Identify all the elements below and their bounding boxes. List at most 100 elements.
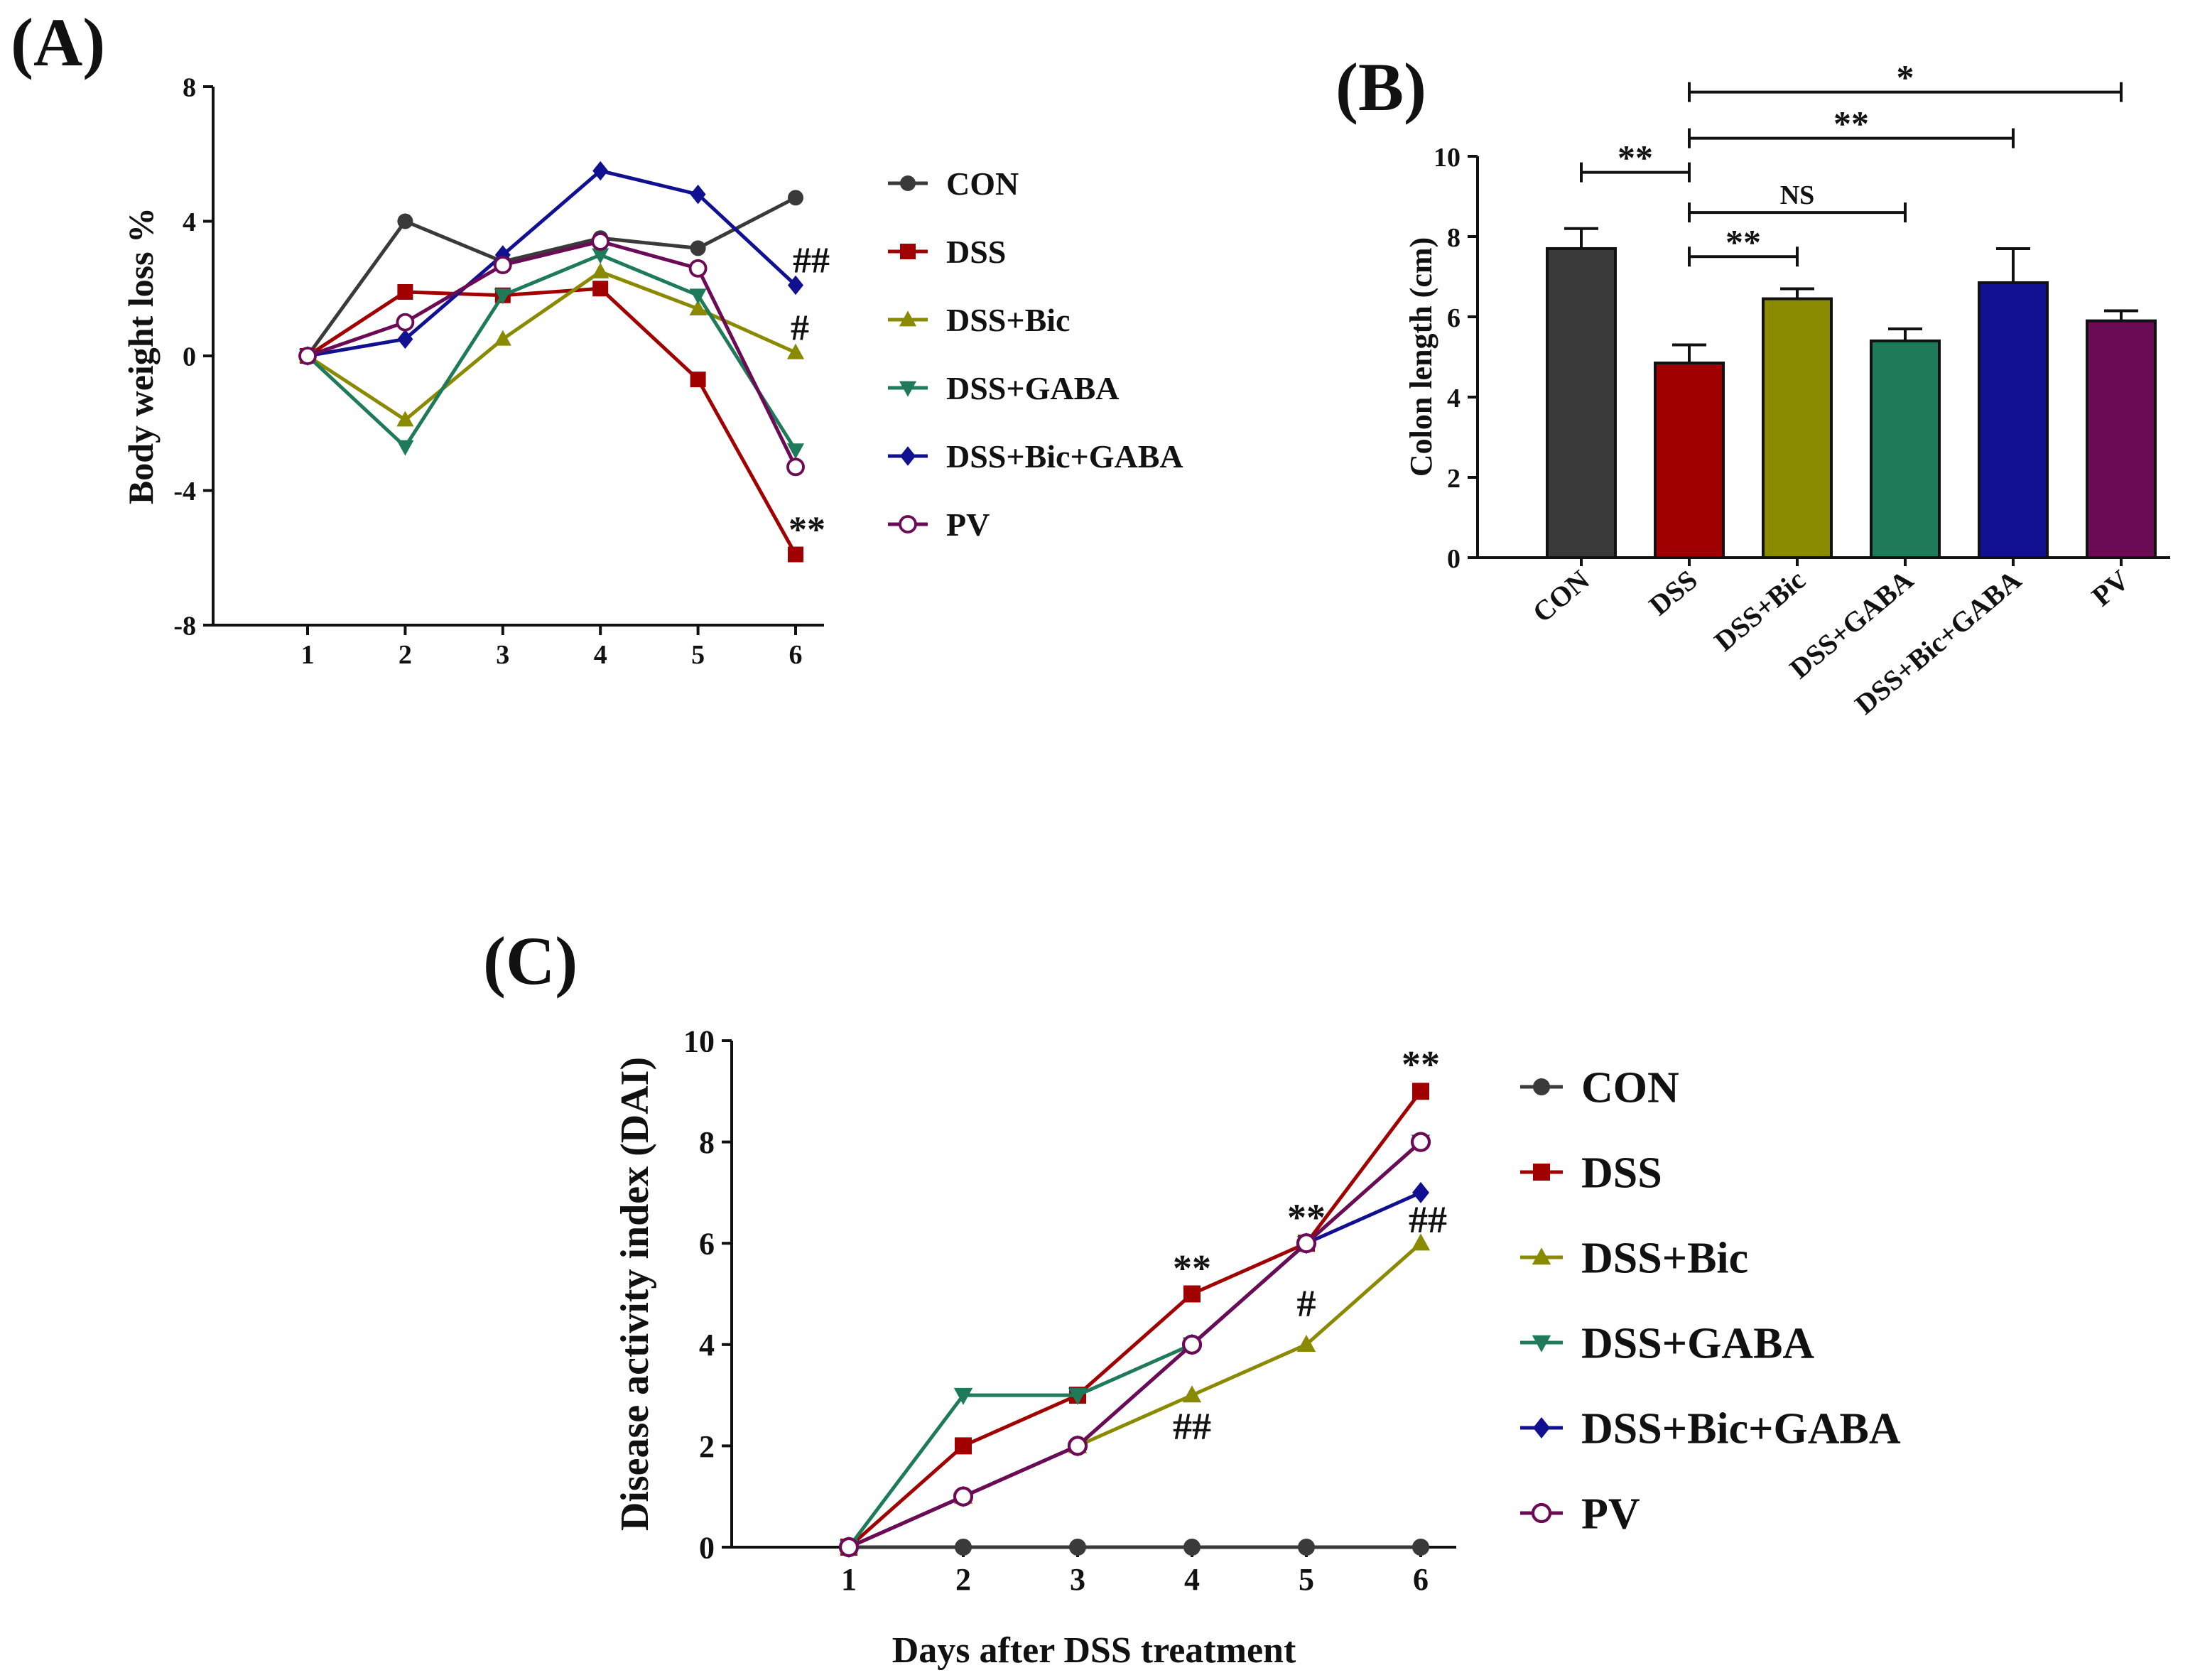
data-point — [1182, 1385, 1202, 1403]
y-tick-label: 0 — [1447, 544, 1461, 574]
y-tick-label: 6 — [1447, 303, 1461, 333]
significance-label: * — [1897, 58, 1914, 97]
bar-DSS+Bic+GABA — [1978, 281, 2049, 559]
data-point — [1181, 1334, 1203, 1355]
data-point — [786, 343, 805, 359]
data-point — [592, 281, 609, 297]
panel-label: (C) — [483, 923, 578, 999]
series-CON — [840, 1539, 1429, 1556]
legend-label: DSS+Bic — [946, 302, 1070, 338]
data-point — [955, 1539, 972, 1556]
y-tick-label: 4 — [699, 1328, 715, 1362]
y-tick-label: 2 — [699, 1429, 715, 1464]
data-point — [788, 190, 803, 206]
y-tick-label: 10 — [1434, 143, 1461, 173]
data-point — [788, 275, 803, 296]
legend-marker — [900, 175, 916, 191]
annotation: ## — [793, 241, 830, 281]
panel-1: (B) 0 2 4 6 8 10 Colon length (cm) CON DSS DSS+Bic… — [1335, 49, 2170, 720]
data-point — [1296, 1233, 1317, 1254]
data-point — [397, 213, 413, 229]
series-line — [847, 1140, 1422, 1549]
x-tick-label: CON — [1527, 563, 1595, 629]
data-point — [1411, 1233, 1431, 1251]
y-tick-label: 0 — [699, 1530, 715, 1565]
bar-DSS+GABA — [1870, 339, 1941, 559]
data-point — [1069, 1539, 1086, 1556]
legend-marker — [899, 515, 917, 533]
data-point — [298, 347, 317, 365]
x-tick-label: DSS+Bic — [1708, 563, 1811, 657]
x-tick-label: PV — [2086, 563, 2135, 612]
data-point — [838, 1537, 860, 1558]
x-tick-label: 4 — [594, 640, 607, 670]
series-line — [305, 196, 797, 357]
y-tick-label: 6 — [699, 1227, 715, 1262]
series-line — [306, 253, 798, 451]
y-tick-label: 8 — [1447, 223, 1461, 253]
bar-DSS+Bic — [1762, 297, 1833, 559]
data-point — [690, 240, 706, 256]
legend-marker — [899, 381, 917, 397]
bar-DSS — [1654, 361, 1725, 559]
x-tick-label: 2 — [955, 1562, 971, 1597]
data-point — [396, 440, 414, 456]
legend-label: DSS+Bic+GABA — [1581, 1405, 1901, 1453]
data-point — [591, 232, 610, 251]
legend-label: DSS+GABA — [946, 370, 1120, 406]
legend-label: DSS+Bic+GABA — [946, 438, 1183, 475]
x-tick-label: 5 — [1299, 1562, 1314, 1597]
y-axis-label: Disease activity index (DAI) — [613, 1057, 657, 1531]
data-point — [592, 248, 609, 264]
data-point — [1410, 1132, 1431, 1152]
y-axis-label: Colon length (cm) — [1404, 237, 1438, 477]
annotation: # — [1297, 1282, 1316, 1325]
data-point — [1412, 1083, 1429, 1100]
y-tick-label: -8 — [173, 611, 196, 641]
panel-label: (B) — [1335, 49, 1426, 125]
data-point — [786, 443, 805, 460]
data-point — [397, 283, 413, 300]
legend-label: DSS — [946, 234, 1006, 270]
series-line — [307, 239, 798, 468]
series-line — [306, 269, 797, 423]
annotation: # — [791, 308, 809, 348]
legend-marker — [1532, 1247, 1551, 1265]
data-point — [396, 313, 415, 332]
data-point — [1068, 1387, 1088, 1405]
x-tick-label: 3 — [496, 640, 509, 670]
significance-label: ** — [1618, 138, 1653, 178]
data-point — [953, 1486, 974, 1507]
legend-label: CON — [1581, 1064, 1679, 1112]
data-point — [689, 288, 707, 305]
y-tick-label: 2 — [1447, 464, 1461, 494]
data-point — [1412, 1539, 1429, 1556]
x-tick-label: 2 — [399, 640, 412, 670]
y-tick-label: 8 — [183, 72, 196, 102]
y-tick-label: 4 — [183, 207, 196, 237]
bar-PV — [2086, 319, 2157, 559]
legend-marker — [1533, 1417, 1550, 1438]
legend-label: DSS+Bic — [1581, 1235, 1748, 1283]
legend-label: DSS — [1581, 1149, 1662, 1198]
series-line — [306, 286, 798, 556]
data-point — [1296, 1335, 1316, 1352]
data-point — [688, 259, 708, 278]
series-line — [307, 168, 797, 358]
data-point — [493, 256, 512, 275]
legend-label: CON — [946, 166, 1019, 202]
y-axis-label: Body weight loss % — [121, 207, 161, 504]
data-point — [953, 1387, 973, 1405]
data-point — [592, 262, 609, 278]
series-PV — [838, 1132, 1431, 1558]
data-point — [1298, 1539, 1315, 1556]
legend-label: DSS+GABA — [1581, 1320, 1814, 1368]
data-point — [690, 372, 706, 388]
legend-marker — [1533, 1078, 1550, 1095]
legend-marker — [1533, 1164, 1550, 1181]
annotation: ** — [1287, 1196, 1326, 1239]
data-point — [396, 411, 414, 427]
data-point — [592, 161, 609, 181]
